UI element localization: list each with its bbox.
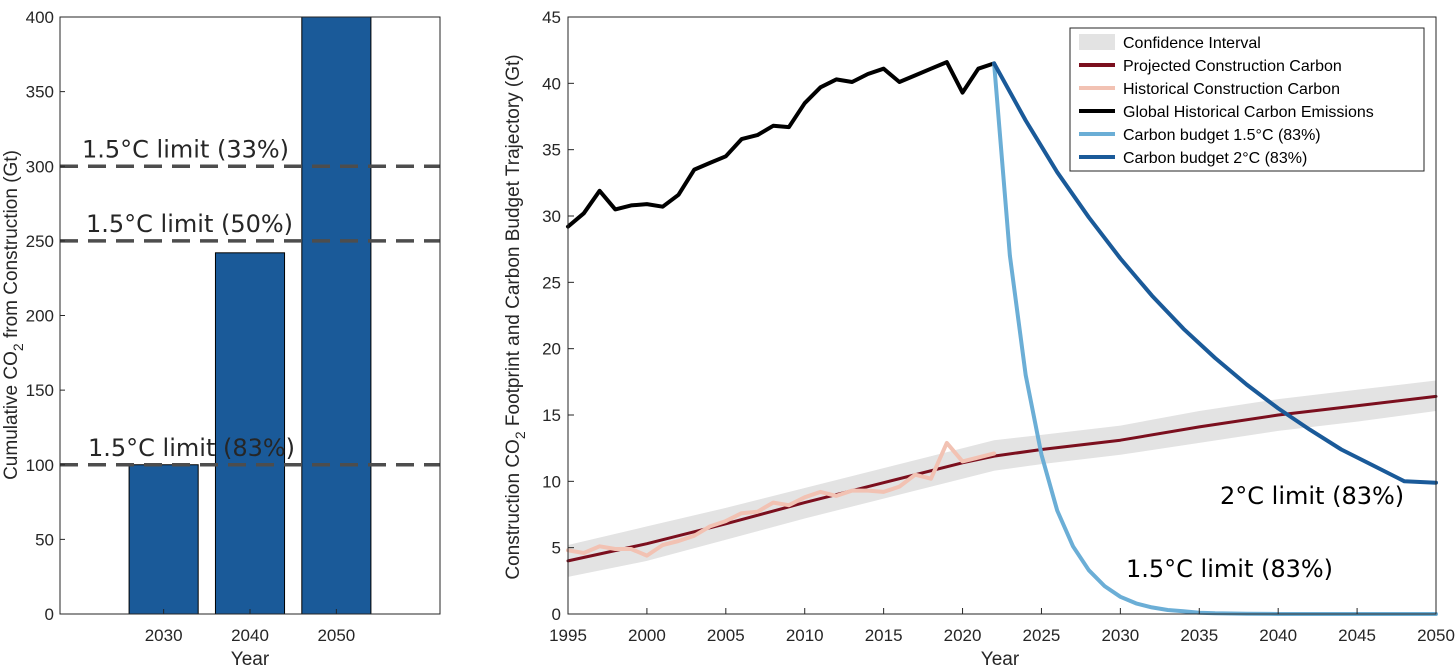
right-ytick-label: 45 (542, 8, 561, 27)
limit-label-300: 1.5°C limit (33%) (82, 135, 289, 163)
left-ytick-label: 50 (35, 530, 54, 549)
series-historical-construction-carbon (566, 440, 997, 558)
left-xtick-label: 2050 (317, 626, 355, 645)
cumulative-bar-chart: 1.5°C limit (33%) 1.5°C limit (50%) 1.5°C … (1, 8, 441, 669)
limit-label-250: 1.5°C limit (50%) (86, 210, 293, 238)
left-ytick-label: 100 (26, 456, 54, 475)
right-xtick-label: 2030 (1101, 626, 1139, 645)
series-confidence-interval (568, 380, 1436, 577)
right-ytick-label: 25 (542, 273, 561, 292)
right-ytick-label: 5 (552, 539, 561, 558)
right-ytick-label: 10 (542, 472, 561, 491)
right-y-axis-label: Construction CO2 Footprint and Carbon Bu… (503, 54, 528, 579)
right-ytick-label: 40 (542, 74, 561, 93)
bar-2050 (301, 16, 372, 615)
right-ytick-label: 20 (542, 340, 561, 359)
right-ytick-label: 30 (542, 207, 561, 226)
left-ytick-label: 350 (26, 83, 54, 102)
right-ytick-label: 0 (552, 605, 561, 624)
legend-box (1069, 27, 1425, 172)
legend: Confidence Interval Projected Constructio… (1069, 27, 1425, 172)
right-xtick-label: 2050 (1417, 626, 1455, 645)
series-global-historical-carbon-emissions (566, 60, 997, 229)
legend-label-projected-construction-carbon: Projected Construction Carbon (1123, 58, 1342, 75)
legend-swatch-confidence-interval (1079, 34, 1115, 50)
legend-label-carbon-budget-1-5-c-83: Carbon budget 1.5°C (83%) (1123, 127, 1321, 144)
right-xtick-label: 2000 (628, 626, 666, 645)
right-ytick-label: 15 (542, 406, 561, 425)
right-x-axis-label: Year (981, 649, 1020, 669)
right-xtick-label: 2020 (944, 626, 982, 645)
right-axes-box (567, 16, 1437, 615)
annotation-1-5c-limit: 1.5°C limit (83%) (1126, 555, 1333, 583)
left-ytick-label: 200 (26, 307, 54, 326)
bar-2040 (214, 252, 286, 615)
right-xtick-label: 2005 (707, 626, 745, 645)
left-ytick-label: 300 (26, 157, 54, 176)
legend-label-global-historical-carbon-emissions: Global Historical Carbon Emissions (1123, 104, 1374, 121)
left-xtick-label: 2030 (145, 626, 183, 645)
limit-label-100: 1.5°C limit (83%) (88, 434, 295, 462)
annotation-2c-limit: 2°C limit (83%) (1220, 482, 1404, 510)
right-ytick-label: 35 (542, 141, 561, 160)
right-xtick-label: 2015 (865, 626, 903, 645)
legend-label-carbon-budget-2-c-83: Carbon budget 2°C (83%) (1123, 150, 1307, 167)
left-y-axis-label: Cumulative CO2 from Construction (Gt) (1, 150, 26, 480)
right-xtick-label: 2025 (1023, 626, 1061, 645)
left-ytick-label: 250 (26, 232, 54, 251)
left-ytick-label: 150 (26, 381, 54, 400)
right-xtick-label: 1995 (549, 626, 587, 645)
series-projected-construction-carbon (566, 394, 1438, 563)
right-xtick-label: 2045 (1338, 626, 1376, 645)
legend-label-historical-construction-carbon: Historical Construction Carbon (1123, 81, 1340, 98)
bar-2030 (128, 464, 199, 615)
series-carbon-budget-2-c-83 (992, 61, 1438, 485)
right-xtick-label: 2010 (786, 626, 824, 645)
right-xtick-label: 2040 (1259, 626, 1297, 645)
right-xtick-label: 2035 (1180, 626, 1218, 645)
left-ytick-label: 0 (45, 605, 54, 624)
left-xtick-label: 2040 (231, 626, 269, 645)
left-ytick-label: 400 (26, 8, 54, 27)
left-x-axis-label: Year (231, 649, 270, 669)
legend-label-confidence-interval: Confidence Interval (1123, 35, 1261, 52)
